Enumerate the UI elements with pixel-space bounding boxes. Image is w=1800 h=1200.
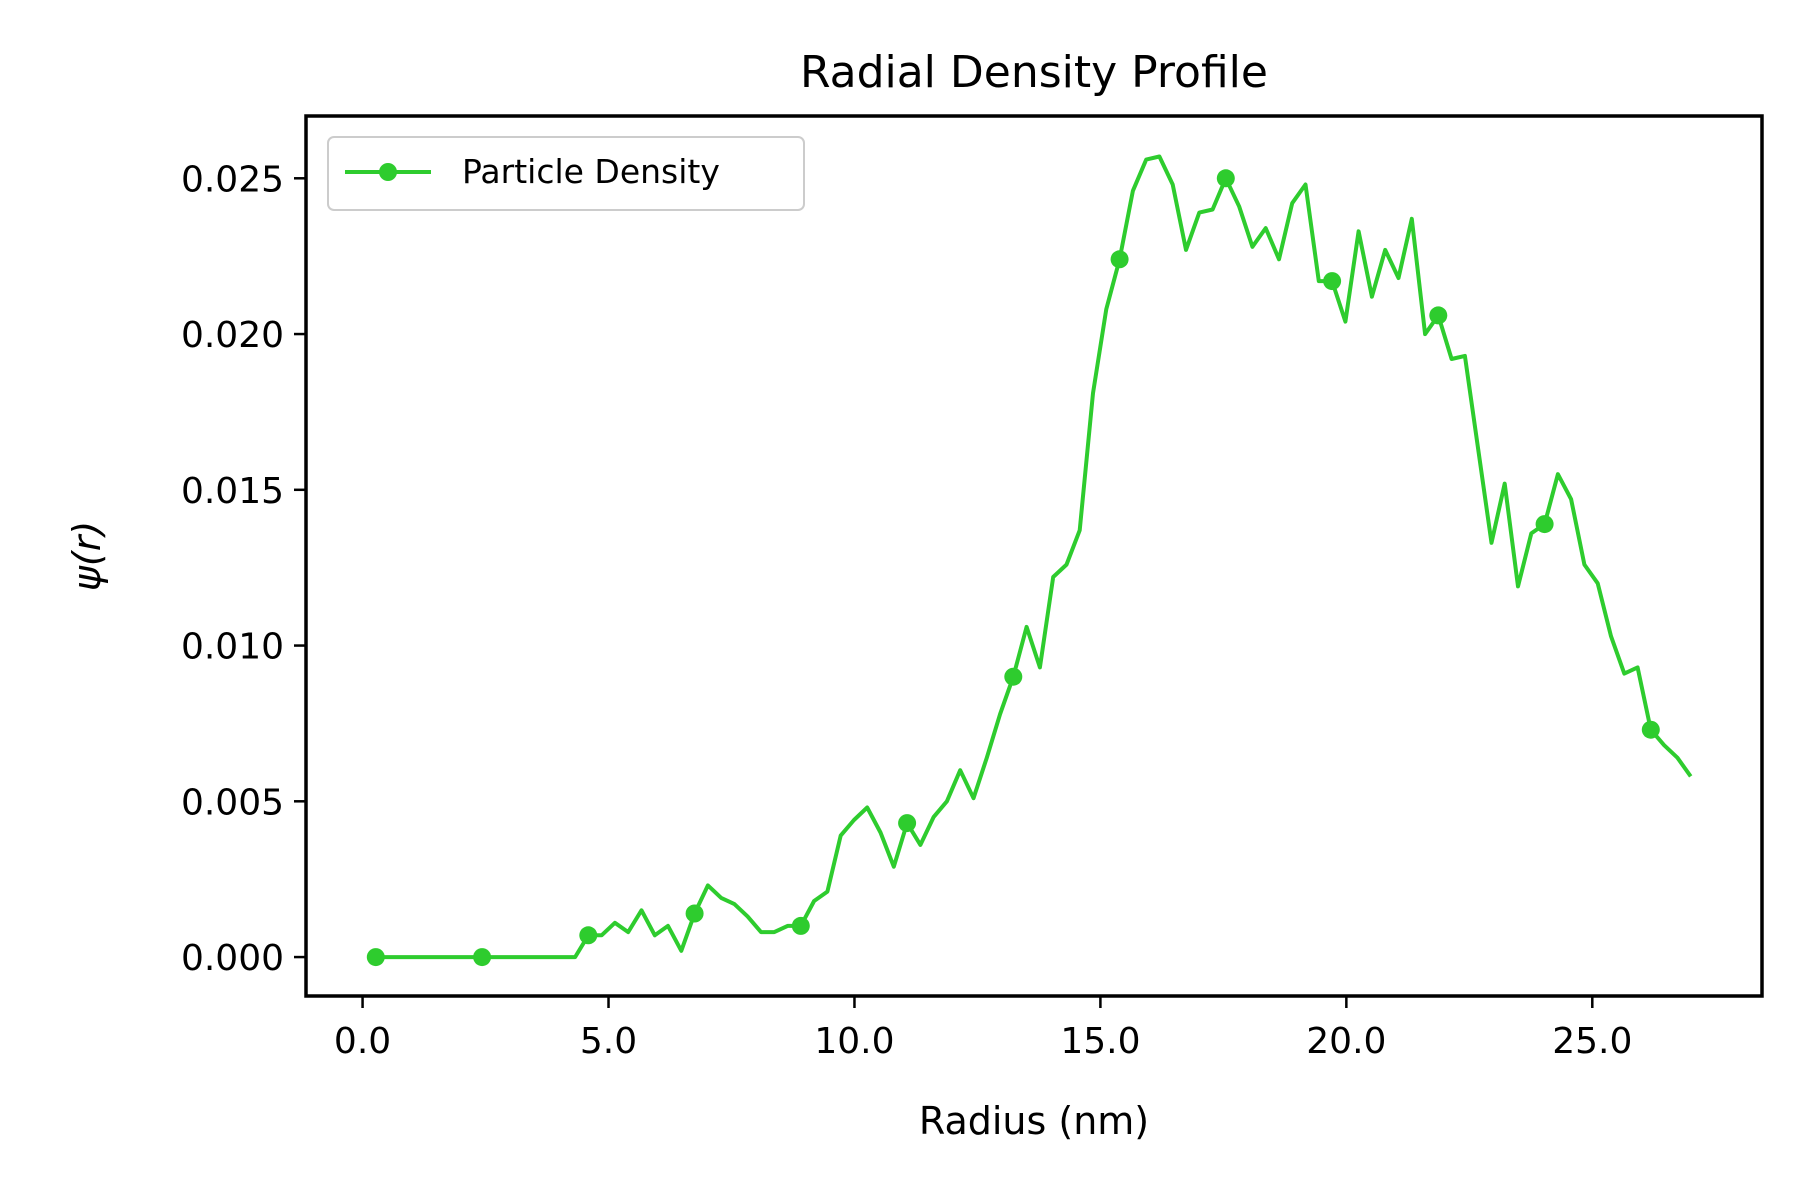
data-point-marker: [1110, 250, 1129, 269]
y-axis: 0.000 0.005 0.010 0.015 0.020 0.025: [181, 159, 306, 979]
y-tick-label: 0.020: [181, 315, 284, 356]
x-tick-label: 15.0: [1060, 1021, 1140, 1062]
data-point-marker: [366, 948, 385, 967]
data-point-marker: [1641, 720, 1660, 739]
y-tick-label: 0.025: [181, 159, 284, 200]
chart-title: Radial Density Profile: [800, 47, 1268, 98]
x-tick-label: 5.0: [580, 1021, 637, 1062]
y-tick-label: 0.000: [181, 938, 284, 979]
data-point-marker: [579, 926, 598, 945]
data-point-marker: [1429, 306, 1448, 325]
plot-area: [366, 154, 1693, 967]
x-tick-label: 20.0: [1306, 1021, 1386, 1062]
y-tick-label: 0.010: [181, 627, 284, 668]
x-axis-label: Radius (nm): [919, 1099, 1149, 1143]
data-point-marker: [1323, 272, 1342, 291]
plot-frame: [304, 114, 1764, 998]
y-axis-label: ψ(r): [65, 521, 109, 591]
x-tick-label: 0.0: [334, 1021, 391, 1062]
data-point-marker: [685, 904, 704, 923]
x-axis: 0.0 5.0 10.0 15.0 20.0 25.0: [334, 996, 1632, 1062]
x-tick-label: 25.0: [1552, 1021, 1632, 1062]
data-point-marker: [898, 814, 917, 833]
y-tick-label: 0.015: [181, 471, 284, 512]
data-point-marker: [1004, 667, 1023, 686]
legend-label: Particle Density: [462, 152, 720, 191]
data-point-marker: [1535, 515, 1554, 534]
data-point-marker: [791, 916, 810, 935]
legend-box: [327, 136, 805, 211]
x-tick-label: 10.0: [814, 1021, 894, 1062]
y-tick-label: 0.005: [181, 782, 284, 823]
data-point-marker: [1216, 169, 1235, 188]
legend-marker-swatch: [379, 163, 397, 181]
data-point-marker: [473, 948, 492, 967]
legend: Particle Density: [327, 136, 805, 211]
